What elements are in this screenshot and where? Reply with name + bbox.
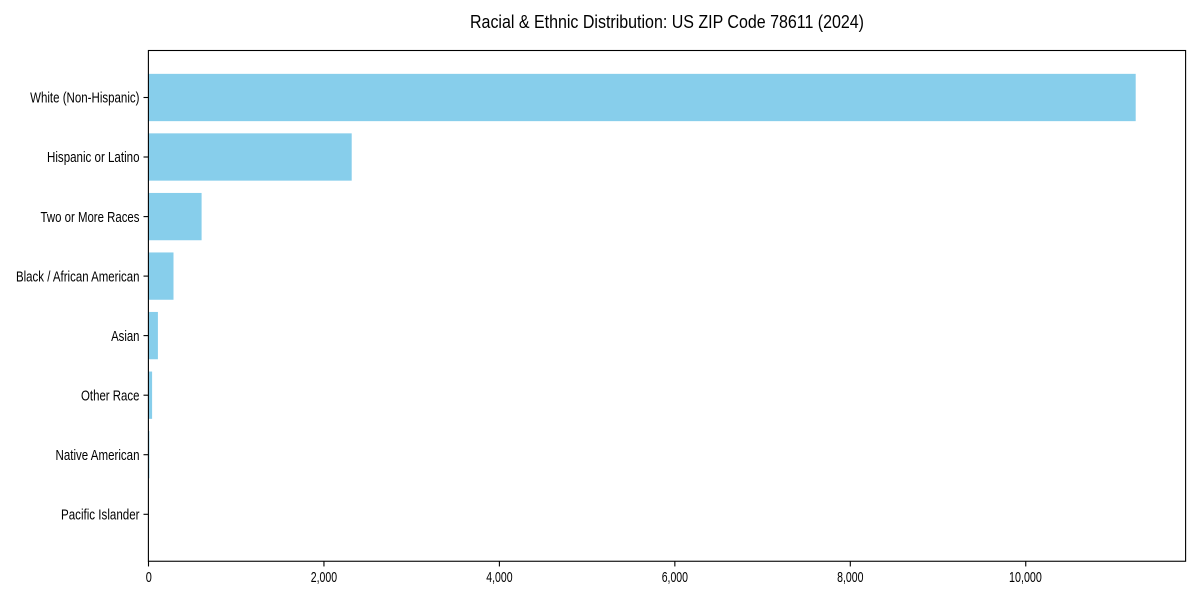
svg-text:Pacific Islander: Pacific Islander <box>61 508 140 524</box>
svg-text:6,000: 6,000 <box>662 570 688 586</box>
svg-text:Black / African American: Black / African American <box>16 269 140 285</box>
svg-text:White (Non-Hispanic): White (Non-Hispanic) <box>30 91 139 107</box>
svg-text:0: 0 <box>146 570 152 586</box>
svg-text:10,000: 10,000 <box>1009 570 1042 586</box>
svg-text:Racial & Ethnic Distribution:: Racial & Ethnic Distribution: US ZIP Cod… <box>470 11 864 32</box>
svg-text:8,000: 8,000 <box>837 570 863 586</box>
svg-text:Two or More Races: Two or More Races <box>41 210 140 226</box>
svg-text:Asian: Asian <box>111 329 139 345</box>
svg-text:4,000: 4,000 <box>486 570 512 586</box>
svg-text:Other Race: Other Race <box>81 388 140 404</box>
svg-text:Native American: Native American <box>56 448 140 464</box>
svg-text:2,000: 2,000 <box>311 570 337 586</box>
svg-text:Hispanic or Latino: Hispanic or Latino <box>47 150 140 166</box>
